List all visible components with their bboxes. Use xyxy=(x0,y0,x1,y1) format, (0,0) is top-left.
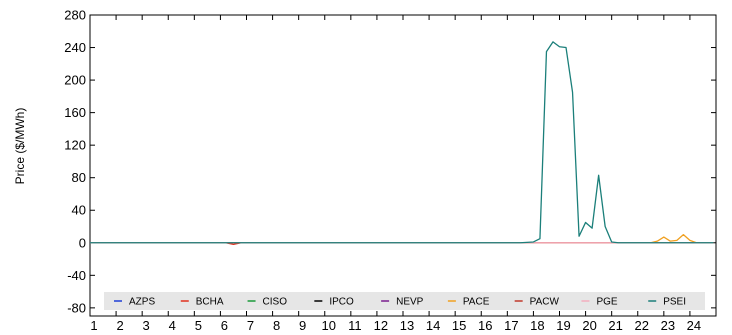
y-tick-label-120: 120 xyxy=(64,138,86,153)
legend-label-bcha: BCHA xyxy=(196,297,224,308)
x-tick-label-18: 18 xyxy=(530,318,544,333)
x-tick-label-1: 1 xyxy=(90,318,97,333)
x-tick-label-19: 19 xyxy=(556,318,570,333)
y-tick-label-200: 200 xyxy=(64,73,86,88)
x-tick-label-4: 4 xyxy=(169,318,176,333)
x-tick-label-9: 9 xyxy=(299,318,306,333)
x-tick-label-11: 11 xyxy=(348,318,362,333)
x-tick-label-2: 2 xyxy=(116,318,123,333)
y-tick-label-280: 280 xyxy=(64,8,86,23)
x-tick-label-23: 23 xyxy=(661,318,675,333)
series-line-pace xyxy=(90,233,714,244)
y-tick-label-0: 0 xyxy=(79,235,86,250)
x-tick-label-15: 15 xyxy=(452,318,466,333)
y-tick-label-80: -80 xyxy=(67,300,86,315)
x-tick-label-12: 12 xyxy=(374,318,388,333)
legend-label-pacw: PACW xyxy=(530,297,560,308)
y-tick-label-40: -40 xyxy=(67,268,86,283)
y-axis-title: Price ($/MWh) xyxy=(13,108,27,185)
x-tick-label-8: 8 xyxy=(273,318,280,333)
y-tick-label-160: 160 xyxy=(64,105,86,120)
x-tick-label-24: 24 xyxy=(687,318,701,333)
x-tick-label-17: 17 xyxy=(504,318,518,333)
x-tick-label-7: 7 xyxy=(247,318,254,333)
x-tick-label-22: 22 xyxy=(635,318,649,333)
series-line-psei xyxy=(90,41,714,244)
x-tick-label-5: 5 xyxy=(195,318,202,333)
legend-label-azps: AZPS xyxy=(129,297,155,308)
x-tick-label-6: 6 xyxy=(221,318,228,333)
legend-label-nevp: NEVP xyxy=(396,297,424,308)
x-tick-label-3: 3 xyxy=(143,318,150,333)
legend-label-pace: PACE xyxy=(463,297,490,308)
y-tick-label-240: 240 xyxy=(64,40,86,55)
x-tick-label-13: 13 xyxy=(400,318,414,333)
x-tick-label-10: 10 xyxy=(322,318,336,333)
x-tick-label-16: 16 xyxy=(478,318,492,333)
y-tick-label-40: 40 xyxy=(72,203,86,218)
legend: AZPS BCHA CISO IPCO NEVP PACE PACW PGE PSEI xyxy=(104,292,705,310)
x-tick-label-21: 21 xyxy=(608,318,622,333)
x-tick-label-20: 20 xyxy=(582,318,596,333)
legend-label-ipco: IPCO xyxy=(329,297,354,308)
series-layer xyxy=(90,41,714,246)
legend-background xyxy=(104,292,705,310)
legend-label-psei: PSEI xyxy=(663,297,686,308)
legend-label-ciso: CISO xyxy=(263,297,288,308)
legend-label-pge: PGE xyxy=(596,297,617,308)
x-tick-label-14: 14 xyxy=(426,318,440,333)
y-tick-label-80: 80 xyxy=(72,170,86,185)
